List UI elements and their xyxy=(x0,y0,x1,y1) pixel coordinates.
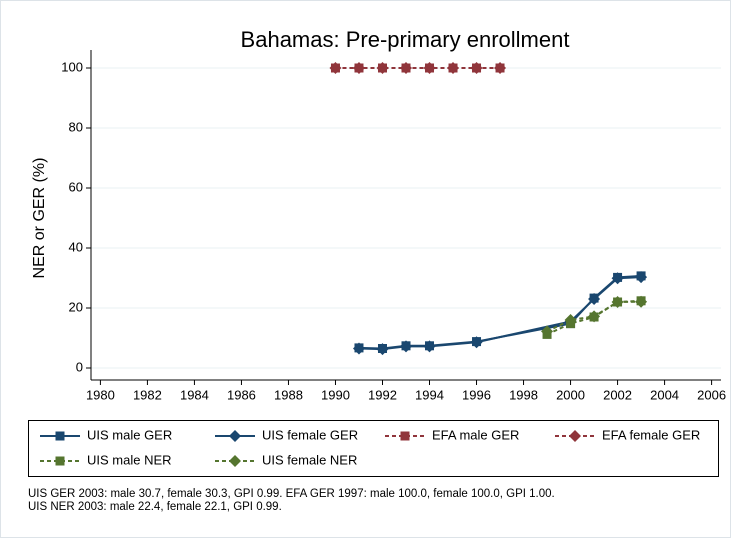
x-tick-label: 1990 xyxy=(321,387,350,402)
marker xyxy=(400,62,412,74)
marker xyxy=(635,271,648,284)
marker xyxy=(352,62,365,74)
marker xyxy=(541,325,554,338)
x-tick-label: 1986 xyxy=(227,387,256,402)
legend-marker xyxy=(229,430,241,442)
x-tick-label: 2004 xyxy=(650,387,679,402)
y-tick-label: 20 xyxy=(69,299,83,314)
y-tick-label: 80 xyxy=(69,119,83,134)
x-tick-label: 2000 xyxy=(556,387,585,402)
marker xyxy=(400,340,412,353)
legend-marker xyxy=(400,431,410,441)
x-tick-label: 1982 xyxy=(133,387,162,402)
legend-label: EFA male GER xyxy=(432,427,519,442)
legend-box xyxy=(28,420,719,477)
x-tick-label: 2006 xyxy=(697,387,726,402)
legend-label: UIS female NER xyxy=(262,452,357,467)
marker xyxy=(470,62,483,74)
legend-marker xyxy=(229,455,241,467)
x-tick-label: 1994 xyxy=(415,387,444,402)
legend-label: UIS female GER xyxy=(262,427,358,442)
y-axis-label: NER or GER (%) xyxy=(31,158,48,279)
legend-marker xyxy=(55,431,65,441)
marker xyxy=(611,272,624,285)
legend-label: EFA female GER xyxy=(602,427,700,442)
legend-label: UIS male NER xyxy=(87,452,172,467)
marker xyxy=(494,62,507,74)
x-tick-label: 1980 xyxy=(86,387,115,402)
marker xyxy=(470,336,483,349)
marker xyxy=(588,310,601,323)
marker xyxy=(635,295,648,308)
x-tick-label: 1992 xyxy=(368,387,397,402)
y-tick-label: 60 xyxy=(69,179,83,194)
x-tick-label: 1998 xyxy=(509,387,538,402)
marker xyxy=(423,340,436,353)
marker xyxy=(423,62,436,74)
legend-label: UIS male GER xyxy=(87,427,172,442)
x-tick-label: 1984 xyxy=(180,387,209,402)
x-tick-label: 2002 xyxy=(603,387,632,402)
marker xyxy=(564,314,577,326)
note: UIS NER 2003: male 22.4, female 22.1, GP… xyxy=(28,501,282,513)
marker xyxy=(588,293,601,305)
marker xyxy=(329,62,342,74)
y-tick-label: 40 xyxy=(69,239,83,254)
y-tick-label: 100 xyxy=(61,59,83,74)
marker xyxy=(376,343,389,356)
chart-title: Bahamas: Pre-primary enrollment xyxy=(241,27,570,52)
marker xyxy=(376,62,389,74)
marker xyxy=(352,342,365,355)
note: UIS GER 2003: male 30.7, female 30.3, GP… xyxy=(28,488,555,500)
marker xyxy=(447,62,460,74)
x-tick-label: 1988 xyxy=(274,387,303,402)
marker xyxy=(611,296,624,308)
x-tick-label: 1996 xyxy=(462,387,491,402)
legend-marker xyxy=(569,430,581,442)
legend-marker xyxy=(55,456,65,466)
y-tick-label: 0 xyxy=(76,359,83,374)
